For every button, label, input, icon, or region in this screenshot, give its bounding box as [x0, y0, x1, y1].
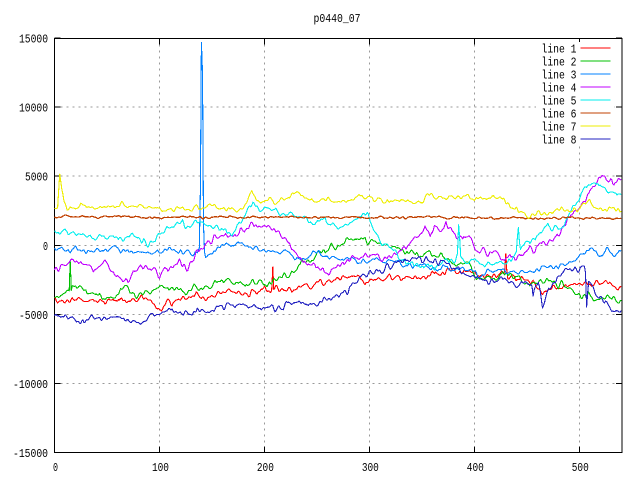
- svg-text:100: 100: [152, 461, 169, 475]
- svg-text:200: 200: [257, 461, 274, 475]
- svg-text:line 8: line 8: [542, 134, 577, 148]
- svg-text:0: 0: [53, 461, 58, 475]
- svg-text:line 4: line 4: [542, 82, 577, 96]
- svg-text:-10000: -10000: [13, 378, 48, 392]
- svg-text:0: 0: [43, 240, 48, 254]
- svg-text:line 2: line 2: [542, 56, 577, 70]
- svg-text:15000: 15000: [19, 33, 48, 47]
- svg-text:300: 300: [362, 461, 379, 475]
- svg-text:5000: 5000: [25, 171, 48, 185]
- svg-text:500: 500: [572, 461, 589, 475]
- svg-text:400: 400: [467, 461, 484, 475]
- svg-text:-5000: -5000: [19, 309, 48, 323]
- svg-text:line 5: line 5: [542, 95, 577, 109]
- svg-text:line 7: line 7: [542, 121, 577, 135]
- svg-text:line 1: line 1: [542, 43, 577, 57]
- svg-text:line 6: line 6: [542, 108, 577, 122]
- svg-text:p0440_07: p0440_07: [314, 12, 361, 26]
- svg-text:line 3: line 3: [542, 69, 577, 83]
- svg-text:-15000: -15000: [13, 447, 48, 461]
- svg-text:10000: 10000: [19, 102, 48, 116]
